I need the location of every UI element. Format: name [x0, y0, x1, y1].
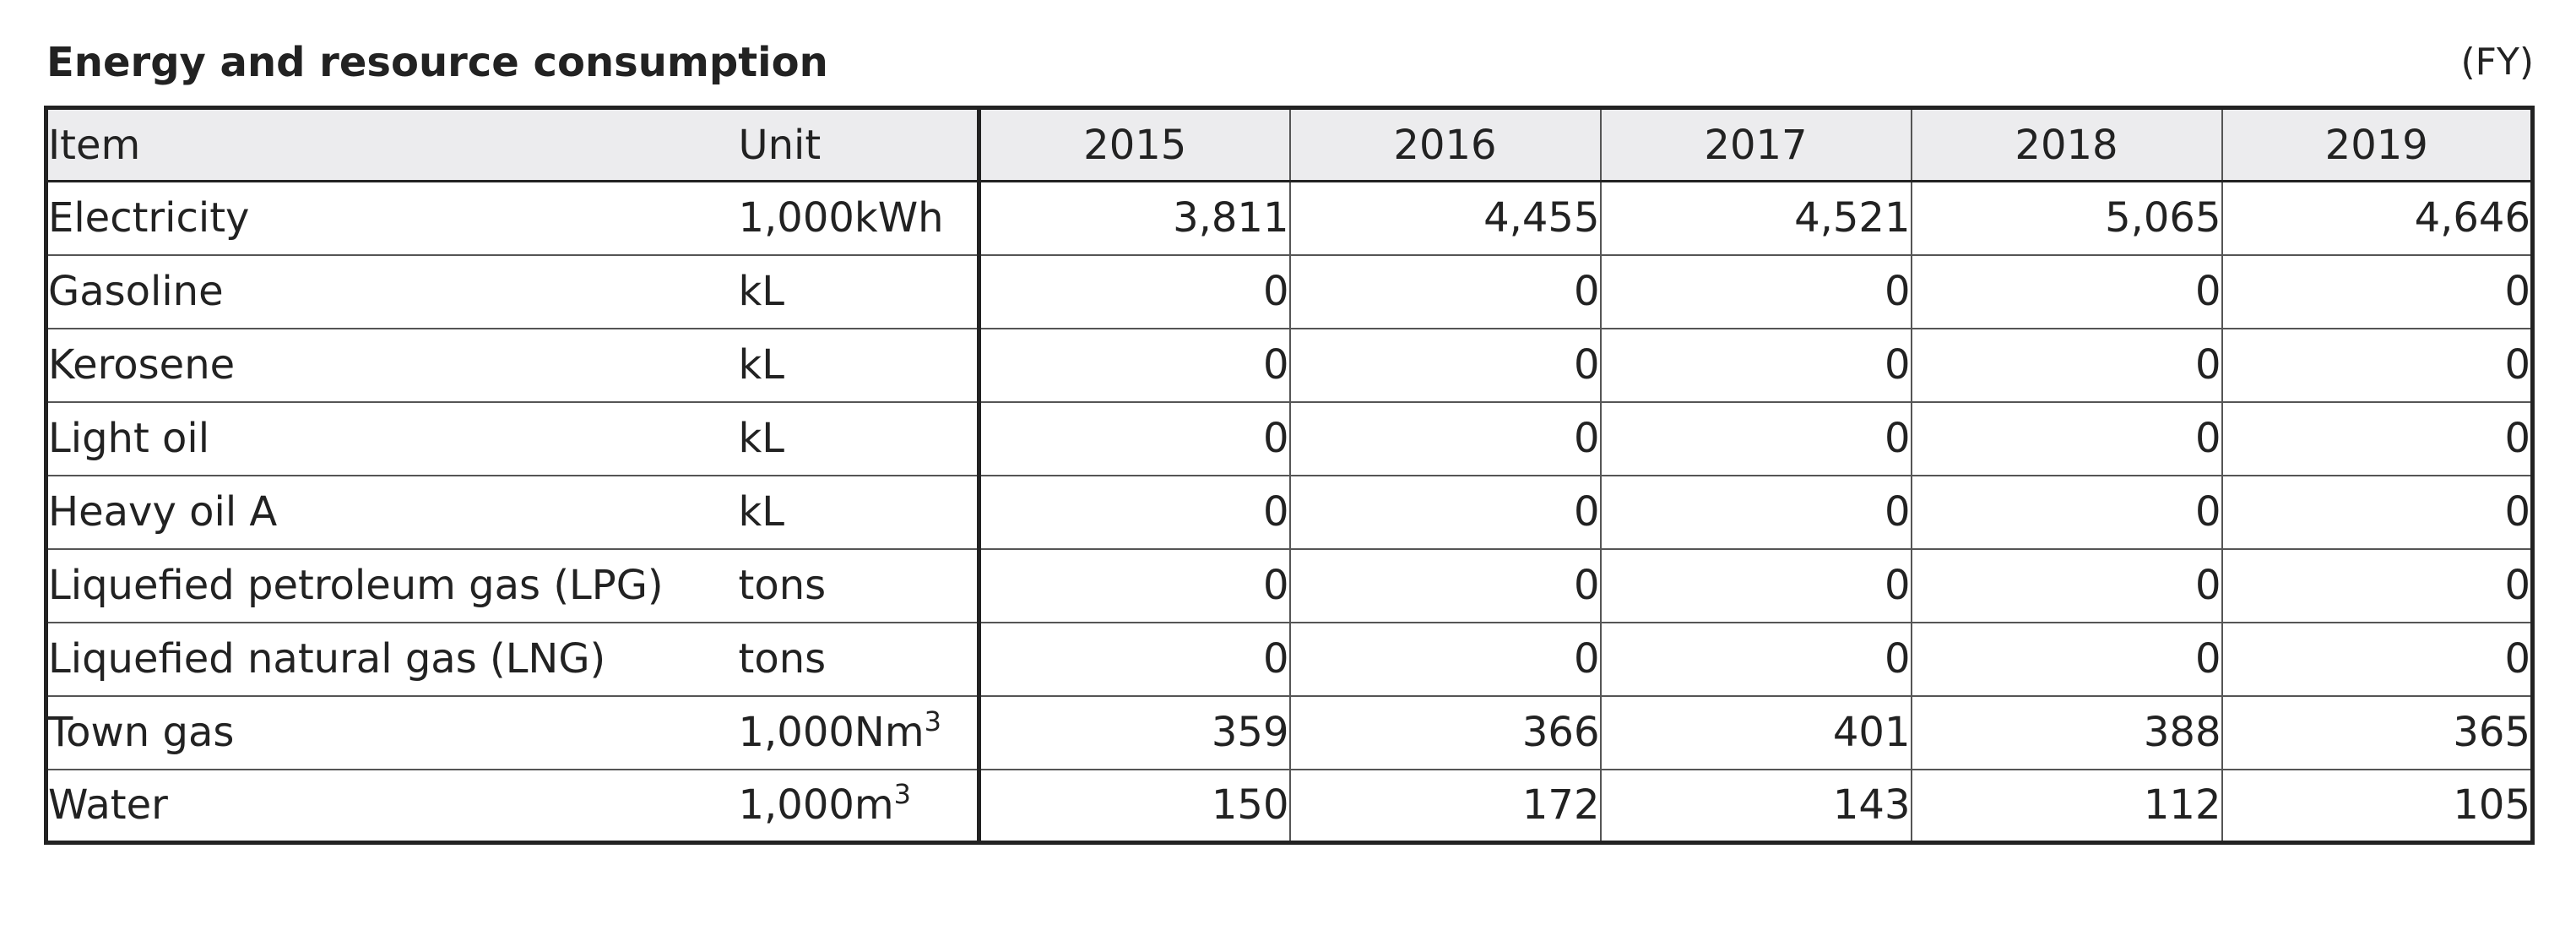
- value-cell: 0: [2221, 401, 2533, 476]
- item-cell: Kerosene: [46, 328, 739, 403]
- value-cell: 150: [977, 769, 1290, 843]
- value-cell: 0: [1599, 254, 1912, 329]
- value-cell: 0: [2221, 254, 2533, 329]
- value-cell: 0: [977, 254, 1290, 329]
- value-cell: 5,065: [1910, 181, 2222, 256]
- value-cell: 172: [1288, 769, 1601, 843]
- item-cell: Town gas: [46, 695, 739, 770]
- value-cell: 388: [1910, 695, 2222, 770]
- column-header-year: 2015: [977, 107, 1290, 182]
- column-header-unit: Unit: [738, 107, 979, 182]
- table-row: Liquefied petroleum gas (LPG) tons 0 0 0 0 0: [46, 548, 2533, 623]
- column-header-year: 2019: [2221, 107, 2533, 182]
- unit-text: 1,000Nm: [738, 709, 925, 756]
- table-row: Town gas 1,000Nm3 359 366 401 388 365: [46, 695, 2533, 770]
- value-cell: 112: [1910, 769, 2222, 843]
- unit-text: tons: [738, 562, 827, 609]
- unit-text: kL: [738, 341, 785, 389]
- unit-text: 1,000m: [738, 781, 894, 830]
- item-cell: Heavy oil A: [46, 475, 739, 550]
- value-cell: 0: [977, 401, 1290, 476]
- table-row: Liquefied natural gas (LNG) tons 0 0 0 0 0: [46, 622, 2533, 697]
- value-cell: 0: [1599, 548, 1912, 623]
- unit-cell: 1,000m3: [739, 770, 979, 843]
- unit-text: kL: [738, 415, 785, 462]
- value-cell: 0: [1288, 401, 1601, 476]
- item-cell: Electricity: [46, 181, 739, 256]
- unit-cell: kL: [738, 254, 979, 329]
- table-row: Gasoline kL 0 0 0 0 0: [46, 254, 2533, 329]
- unit-cell: 1,000Nm3: [738, 695, 979, 770]
- value-cell: 0: [1288, 328, 1601, 403]
- unit-text: 1,000kWh: [738, 194, 944, 242]
- value-cell: 0: [1910, 548, 2222, 623]
- unit-cell: kL: [738, 328, 979, 403]
- table-row: Electricity 1,000kWh 3,811 4,455 4,521 5,065 4…: [46, 181, 2533, 256]
- table-row: Water 1,000m3 150 172 143 112 105: [46, 769, 2533, 843]
- value-cell: 0: [1910, 622, 2222, 697]
- period-note: (FY): [2460, 41, 2534, 84]
- unit-cell: tons: [738, 548, 979, 623]
- column-header-year: 2016: [1288, 107, 1601, 182]
- value-cell: 401: [1599, 695, 1912, 770]
- value-cell: 0: [1910, 401, 2222, 476]
- value-cell: 4,521: [1599, 181, 1912, 256]
- column-header-year: 2018: [1910, 107, 2222, 182]
- value-cell: 4,646: [2221, 181, 2533, 256]
- unit-superscript: 3: [893, 778, 912, 811]
- unit-text: kL: [738, 488, 785, 536]
- item-cell: Gasoline: [46, 254, 739, 329]
- value-cell: 4,455: [1288, 181, 1601, 256]
- value-cell: 105: [2221, 769, 2533, 843]
- unit-text: tons: [738, 635, 827, 683]
- value-cell: 365: [2221, 695, 2533, 770]
- unit-cell: tons: [738, 622, 979, 697]
- unit-cell: kL: [738, 475, 979, 550]
- item-cell: Liquefied petroleum gas (LPG): [46, 548, 739, 623]
- table-title: Energy and resource consumption: [46, 39, 828, 86]
- value-cell: 0: [1599, 401, 1912, 476]
- value-cell: 0: [977, 475, 1290, 550]
- value-cell: 0: [1599, 328, 1912, 403]
- energy-resource-table: Item Unit 2015 2016 2017 2018 2019 Elect…: [44, 106, 2535, 845]
- value-cell: 0: [1288, 254, 1601, 329]
- value-cell: 3,811: [977, 181, 1290, 256]
- unit-superscript: 3: [924, 705, 941, 737]
- unit-cell: 1,000kWh: [738, 181, 979, 256]
- unit-cell: kL: [738, 401, 979, 476]
- value-cell: 0: [2221, 622, 2533, 697]
- value-cell: 0: [1288, 548, 1601, 623]
- item-cell: Water: [48, 781, 168, 830]
- table-row: Light oil kL 0 0 0 0 0: [46, 401, 2533, 476]
- value-cell: 0: [1599, 475, 1912, 550]
- value-cell: 366: [1288, 695, 1601, 770]
- value-cell: 0: [2221, 475, 2533, 550]
- unit-text: kL: [738, 268, 785, 315]
- value-cell: 359: [977, 695, 1290, 770]
- value-cell: 0: [1910, 328, 2222, 403]
- value-cell: 0: [2221, 328, 2533, 403]
- item-cell: Liquefied natural gas (LNG): [46, 622, 739, 697]
- value-cell: 0: [1288, 622, 1601, 697]
- header-row: Item Unit 2015 2016 2017 2018 2019: [46, 107, 2533, 182]
- value-cell: 143: [1599, 769, 1912, 843]
- item-cell: Light oil: [46, 401, 739, 476]
- value-cell: 0: [1910, 475, 2222, 550]
- value-cell: 0: [1910, 254, 2222, 329]
- value-cell: 0: [977, 622, 1290, 697]
- value-cell: 0: [1599, 622, 1912, 697]
- value-cell: 0: [1288, 475, 1601, 550]
- value-cell: 0: [977, 328, 1290, 403]
- table-row: Kerosene kL 0 0 0 0 0: [46, 328, 2533, 403]
- value-cell: 0: [2221, 548, 2533, 623]
- column-header-item: Item: [46, 107, 739, 182]
- value-cell: 0: [977, 548, 1290, 623]
- column-header-year: 2017: [1599, 107, 1912, 182]
